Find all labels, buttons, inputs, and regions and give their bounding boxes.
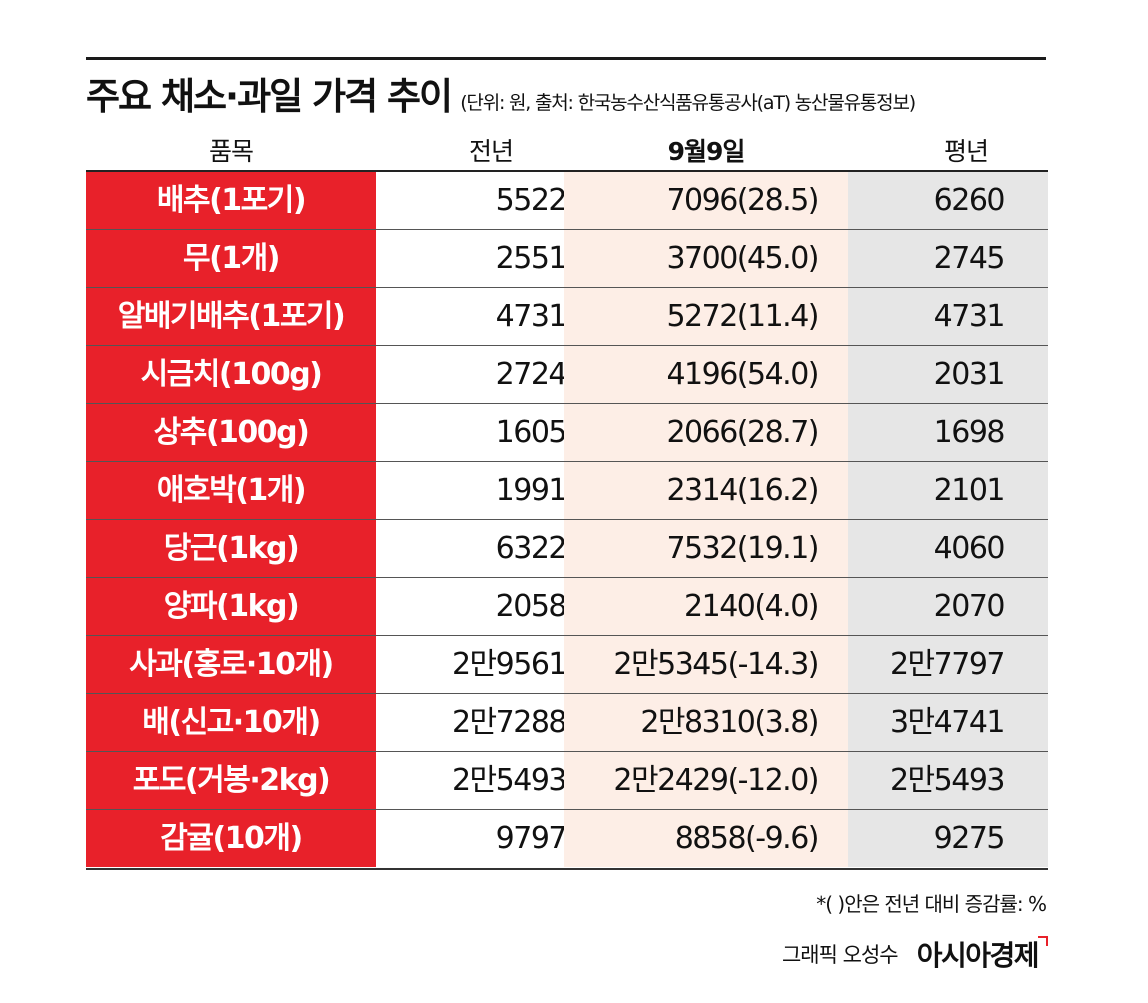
prev-year-value: 2724 — [495, 357, 568, 392]
current-value: 5272(11.4) — [564, 288, 848, 345]
row-divider — [86, 345, 1048, 346]
current-value: 2066(28.7) — [564, 404, 848, 461]
prev-year-value: 2만7288 — [451, 705, 568, 740]
item-label: 양파(1kg) — [86, 578, 376, 635]
column-header-item: 품목 — [208, 137, 254, 166]
average-value: 1698 — [848, 404, 1048, 461]
prev-year-value: 9797 — [495, 821, 568, 856]
item-label: 당근(1kg) — [86, 520, 376, 577]
average-value: 2만5493 — [848, 752, 1048, 809]
current-value: 2만2429(-12.0) — [564, 752, 848, 809]
column-header-average: 평년 — [943, 137, 989, 166]
top-rule — [86, 57, 1046, 60]
row-divider — [86, 809, 1048, 810]
row-divider — [86, 519, 1048, 520]
title-row: 주요 채소·과일 가격 추이 (단위: 원, 출처: 한국농수산식품유통공사(a… — [86, 66, 1056, 122]
table-row: 배추(1포기) 5522 7096(28.5) 6260 — [86, 172, 1048, 230]
average-value: 2101 — [848, 462, 1048, 519]
prev-year-value: 2만5493 — [451, 763, 568, 798]
current-value: 2만8310(3.8) — [564, 694, 848, 751]
chart-title: 주요 채소·과일 가격 추이 — [86, 75, 453, 118]
average-value: 4060 — [848, 520, 1048, 577]
table-row: 알배기배추(1포기) 4731 5272(11.4) 4731 — [86, 288, 1048, 346]
current-value: 8858(-9.6) — [564, 810, 848, 867]
table-row: 양파(1kg) 2058 2140(4.0) 2070 — [86, 578, 1048, 636]
item-label: 무(1개) — [86, 230, 376, 287]
row-divider — [86, 635, 1048, 636]
average-value: 2745 — [848, 230, 1048, 287]
row-divider — [86, 229, 1048, 230]
table-row: 배(신고·10개) 2만7288 2만8310(3.8) 3만4741 — [86, 694, 1048, 752]
prev-year-value: 2058 — [495, 589, 568, 624]
average-value: 2031 — [848, 346, 1048, 403]
item-label: 사과(홍로·10개) — [86, 636, 376, 693]
table-header: 품목 전년 9월9일 평년 — [86, 126, 1048, 168]
row-divider — [86, 287, 1048, 288]
prev-year-value: 2만9561 — [451, 647, 568, 682]
table-row: 포도(거봉·2kg) 2만5493 2만2429(-12.0) 2만5493 — [86, 752, 1048, 810]
item-label: 상추(100g) — [86, 404, 376, 461]
average-value: 6260 — [848, 172, 1048, 229]
table-row: 시금치(100g) 2724 4196(54.0) 2031 — [86, 346, 1048, 404]
item-label: 애호박(1개) — [86, 462, 376, 519]
average-value: 3만4741 — [848, 694, 1048, 751]
current-value: 7096(28.5) — [564, 172, 848, 229]
prev-year-value: 4731 — [495, 299, 568, 334]
current-value: 7532(19.1) — [564, 520, 848, 577]
item-label: 포도(거봉·2kg) — [86, 752, 376, 809]
row-divider — [86, 693, 1048, 694]
current-value: 4196(54.0) — [564, 346, 848, 403]
average-value: 4731 — [848, 288, 1048, 345]
header-rule — [86, 170, 1048, 172]
item-label: 시금치(100g) — [86, 346, 376, 403]
prev-year-value: 1991 — [495, 473, 568, 508]
brand-mark-icon — [1038, 936, 1048, 946]
average-value: 2070 — [848, 578, 1048, 635]
table-row: 무(1개) 2551 3700(45.0) 2745 — [86, 230, 1048, 288]
footnote: *( )안은 전년 대비 증감률: % — [816, 892, 1047, 916]
column-header-prev-year: 전년 — [468, 137, 514, 166]
bottom-rule — [86, 868, 1048, 870]
row-divider — [86, 751, 1048, 752]
table-row: 애호박(1개) 1991 2314(16.2) 2101 — [86, 462, 1048, 520]
item-label: 감귤(10개) — [86, 810, 376, 867]
current-value: 3700(45.0) — [564, 230, 848, 287]
prev-year-value: 2551 — [495, 241, 568, 276]
table-row: 감귤(10개) 9797 8858(-9.6) 9275 — [86, 810, 1048, 868]
average-value: 2만7797 — [848, 636, 1048, 693]
chart-subtitle: (단위: 원, 출처: 한국농수산식품유통공사(aT) 농산물유통정보) — [460, 92, 916, 114]
table-row: 사과(홍로·10개) 2만9561 2만5345(-14.3) 2만7797 — [86, 636, 1048, 694]
table-row: 상추(100g) 1605 2066(28.7) 1698 — [86, 404, 1048, 462]
row-divider — [86, 461, 1048, 462]
table-row: 당근(1kg) 6322 7532(19.1) 4060 — [86, 520, 1048, 578]
prev-year-value: 1605 — [495, 415, 568, 450]
row-divider — [86, 577, 1048, 578]
column-header-current: 9월9일 — [667, 137, 746, 166]
graphic-credit: 그래픽 오성수 — [781, 943, 899, 967]
item-label: 배추(1포기) — [86, 172, 376, 229]
row-divider — [86, 403, 1048, 404]
item-label: 배(신고·10개) — [86, 694, 376, 751]
prev-year-value: 6322 — [495, 531, 568, 566]
prev-year-value: 5522 — [495, 183, 568, 218]
current-value: 2314(16.2) — [564, 462, 848, 519]
brand-logo: 아시아경제 — [916, 939, 1040, 972]
current-value: 2140(4.0) — [564, 578, 848, 635]
average-value: 9275 — [848, 810, 1048, 867]
item-label: 알배기배추(1포기) — [86, 288, 376, 345]
current-value: 2만5345(-14.3) — [564, 636, 848, 693]
credit-line: 그래픽 오성수 아시아경제 — [781, 934, 1048, 974]
